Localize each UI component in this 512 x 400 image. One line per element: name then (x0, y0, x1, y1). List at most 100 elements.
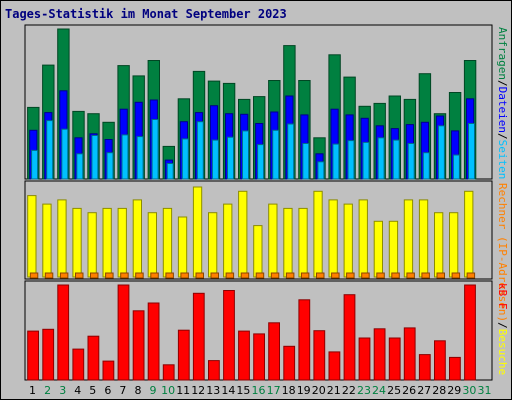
bar-top-seiten-day-28 (437, 125, 445, 180)
bar-bottom-kb-f-day-5 (87, 335, 100, 381)
legend-top-entry-2: Dateien (496, 87, 509, 133)
x-tick-day-8: 8 (135, 384, 142, 397)
bar-bottom-kb-f-day-16 (253, 333, 265, 381)
bar-middle-besuche-day-15 (238, 190, 248, 278)
bar-middle-rechner-ip-adressen--day-10 (165, 272, 174, 279)
x-tick-day-3: 3 (59, 384, 66, 397)
legend-top-entry-1: / (496, 80, 509, 87)
bar-middle-besuche-day-2 (42, 203, 52, 278)
bar-middle-besuche-day-5 (87, 212, 97, 278)
bar-middle-rechner-ip-adressen--day-24 (376, 272, 385, 279)
bar-bottom-kb-f-day-1 (27, 330, 40, 381)
bar-middle-rechner-ip-adressen--day-9 (150, 272, 159, 279)
bar-middle-besuche-day-22 (343, 203, 353, 278)
bar-middle-besuche-day-13 (208, 212, 218, 278)
bar-middle-besuche-day-9 (147, 212, 157, 278)
x-tick-day-22: 22 (342, 384, 356, 397)
x-tick-day-9: 9 (150, 384, 157, 397)
bar-bottom-kb-f-day-9 (147, 302, 160, 381)
bar-middle-besuche-day-1 (27, 195, 37, 278)
x-tick-day-12: 12 (191, 384, 205, 397)
bar-middle-rechner-ip-adressen--day-12 (195, 272, 204, 279)
legend-top-entry-4: Seiten (496, 140, 509, 180)
bar-middle-besuche-day-10 (162, 207, 173, 278)
x-tick-day-29: 29 (447, 384, 461, 397)
bar-top-seiten-day-24 (377, 137, 385, 180)
bar-top-seiten-day-10 (166, 163, 174, 180)
x-tick-day-28: 28 (432, 384, 446, 397)
bar-middle-besuche-day-30 (464, 190, 474, 278)
bar-top-seiten-day-20 (317, 161, 325, 180)
bar-middle-besuche-day-7 (117, 207, 127, 278)
bar-middle-besuche-day-6 (102, 207, 112, 278)
bar-top-seiten-day-1 (31, 149, 39, 180)
x-tick-day-31: 31 (478, 384, 492, 397)
bar-bottom-kb-f-day-26 (403, 327, 416, 381)
legend-bottom: kB F (496, 283, 509, 310)
bar-top-seiten-day-22 (347, 140, 355, 180)
bar-middle-rechner-ip-adressen--day-17 (270, 272, 280, 279)
bar-bottom-kb-f-day-8 (132, 310, 145, 381)
chart-title: Tages-Statistik im Monat September 2023 (5, 7, 287, 21)
bar-top-seiten-day-30 (468, 123, 475, 180)
bar-middle-rechner-ip-adressen--day-28 (436, 272, 445, 279)
bar-top-seiten-day-3 (61, 128, 69, 180)
bar-top-seiten-day-7 (121, 134, 129, 180)
bar-middle-rechner-ip-adressen--day-4 (75, 272, 84, 279)
bar-middle-rechner-ip-adressen--day-6 (105, 272, 114, 279)
bar-middle-rechner-ip-adressen--day-16 (255, 272, 265, 279)
bar-bottom-kb-f-day-21 (328, 351, 341, 381)
bar-bottom-kb-f-day-20 (313, 330, 326, 381)
bar-top-seiten-day-2 (46, 120, 54, 180)
panel-middle-border (24, 180, 493, 280)
legend-bottom-entry-0: kB F (496, 283, 509, 310)
x-tick-day-30: 30 (462, 384, 476, 397)
bar-bottom-kb-f-day-23 (358, 337, 371, 381)
bar-middle-rechner-ip-adressen--day-14 (225, 272, 235, 279)
bar-middle-rechner-ip-adressen--day-30 (466, 272, 476, 279)
bar-top-seiten-day-13 (211, 139, 219, 180)
bar-middle-rechner-ip-adressen--day-27 (421, 272, 430, 279)
bar-middle-besuche-day-16 (253, 225, 263, 278)
x-tick-day-27: 27 (417, 384, 431, 397)
x-tick-day-7: 7 (119, 384, 126, 397)
x-tick-day-4: 4 (74, 384, 81, 397)
bar-top-seiten-day-19 (302, 143, 310, 180)
bar-bottom-kb-f-day-14 (223, 290, 235, 381)
bar-top-seiten-day-16 (257, 144, 265, 180)
x-tick-day-21: 21 (327, 384, 341, 397)
bar-middle-besuche-day-8 (132, 199, 142, 278)
bar-middle-rechner-ip-adressen--day-8 (135, 272, 144, 279)
bar-top-seiten-day-9 (151, 119, 159, 180)
x-tick-day-10: 10 (161, 384, 175, 397)
bar-middle-besuche-day-3 (57, 199, 67, 278)
bar-middle-besuche-day-4 (72, 207, 82, 278)
bar-top-seiten-day-29 (452, 154, 460, 180)
legend-middle-entry-0: Rechner (IP-Adressen) (496, 183, 509, 322)
bar-bottom-kb-f-day-10 (162, 364, 175, 381)
bar-top-seiten-day-25 (392, 139, 400, 180)
bar-middle-rechner-ip-adressen--day-7 (120, 272, 129, 279)
bar-middle-rechner-ip-adressen--day-19 (300, 272, 310, 279)
bar-middle-rechner-ip-adressen--day-22 (346, 272, 355, 279)
bar-bottom-kb-f-day-22 (343, 294, 356, 381)
bar-middle-rechner-ip-adressen--day-1 (29, 272, 39, 279)
bar-bottom-kb-f-day-12 (192, 292, 205, 381)
bar-top-seiten-day-4 (76, 153, 84, 180)
legend-middle: Rechner (IP-Adressen)/Besuche (496, 183, 509, 375)
bar-bottom-kb-f-day-4 (72, 348, 85, 381)
bar-bottom-kb-f-day-13 (208, 360, 220, 381)
bar-middle-besuche-day-18 (283, 207, 293, 278)
bar-bottom-kb-f-day-2 (42, 328, 55, 381)
bar-middle-besuche-day-21 (328, 199, 338, 278)
x-tick-day-13: 13 (206, 384, 220, 397)
bar-middle-rechner-ip-adressen--day-20 (316, 272, 325, 279)
bar-bottom-kb-f-day-24 (373, 328, 386, 381)
legend-top: Anfragen/Dateien/Seiten (496, 27, 509, 179)
x-tick-day-23: 23 (357, 384, 371, 397)
bar-middle-rechner-ip-adressen--day-21 (331, 272, 340, 279)
x-tick-day-24: 24 (372, 384, 386, 397)
bar-middle-rechner-ip-adressen--day-18 (285, 272, 295, 279)
x-tick-day-11: 11 (176, 384, 190, 397)
x-tick-day-20: 20 (312, 384, 326, 397)
